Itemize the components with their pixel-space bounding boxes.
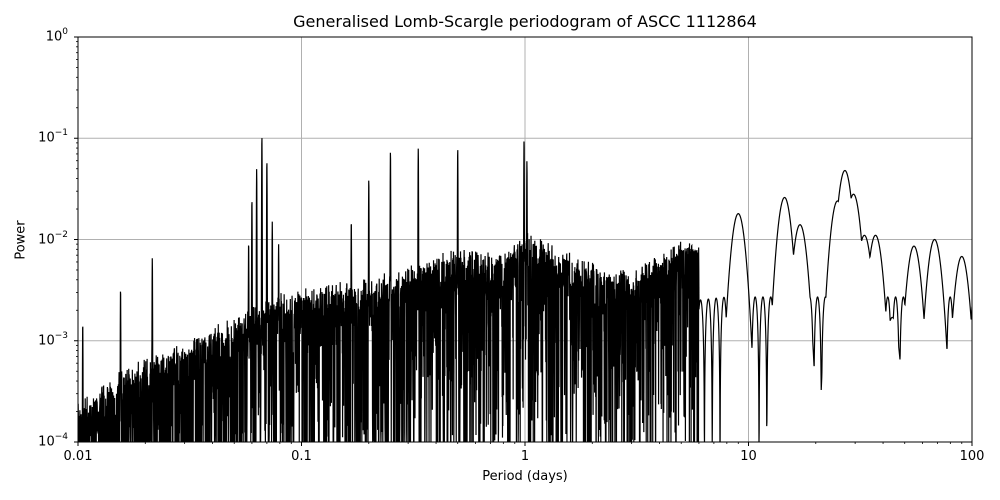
x-tick-label: 0.1	[291, 449, 312, 464]
x-tick-label: 0.01	[63, 449, 93, 464]
x-tick-label: 1	[520, 449, 530, 464]
y-tick-label: 10−3	[38, 330, 68, 349]
y-tick-label: 10−4	[38, 432, 68, 450]
x-axis-label: Period (days)	[482, 469, 568, 484]
y-axis-label: Power	[13, 220, 29, 260]
x-tick-label: 100	[959, 449, 985, 464]
y-tick-label: 100	[45, 27, 68, 45]
chart-title: Generalised Lomb-Scargle periodogram of …	[293, 12, 757, 31]
x-tick-label: 10	[740, 449, 757, 464]
y-tick-label: 10−1	[38, 128, 68, 146]
axis-ticks	[74, 36, 973, 446]
y-tick-label: 10−2	[38, 229, 68, 247]
data-series-line	[78, 138, 972, 442]
